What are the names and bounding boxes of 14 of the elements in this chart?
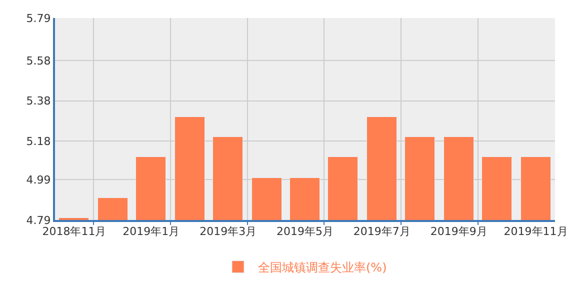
legend-label: 全国城镇调查失业率(%) — [258, 260, 387, 274]
y-tick-label: 5.58 — [26, 54, 51, 68]
x-tick-label: 2018年11月 — [42, 225, 106, 238]
y-tick-label: 4.99 — [26, 173, 51, 186]
y-tick-label: 5.38 — [26, 94, 51, 108]
x-tick-label: 2019年5月 — [276, 225, 334, 238]
x-tick-label: 2019年11月 — [504, 225, 568, 238]
y-tick-label: 4.79 — [26, 214, 51, 227]
y-tick-label: 5.18 — [26, 135, 51, 148]
x-tick-label: 2019年7月 — [353, 225, 410, 238]
y-tick-label: 5.79 — [26, 12, 51, 25]
x-tick-label: 2019年1月 — [122, 225, 180, 238]
x-tick-label: 2019年9月 — [430, 225, 488, 238]
x-tick-label: 2019年3月 — [200, 225, 257, 238]
